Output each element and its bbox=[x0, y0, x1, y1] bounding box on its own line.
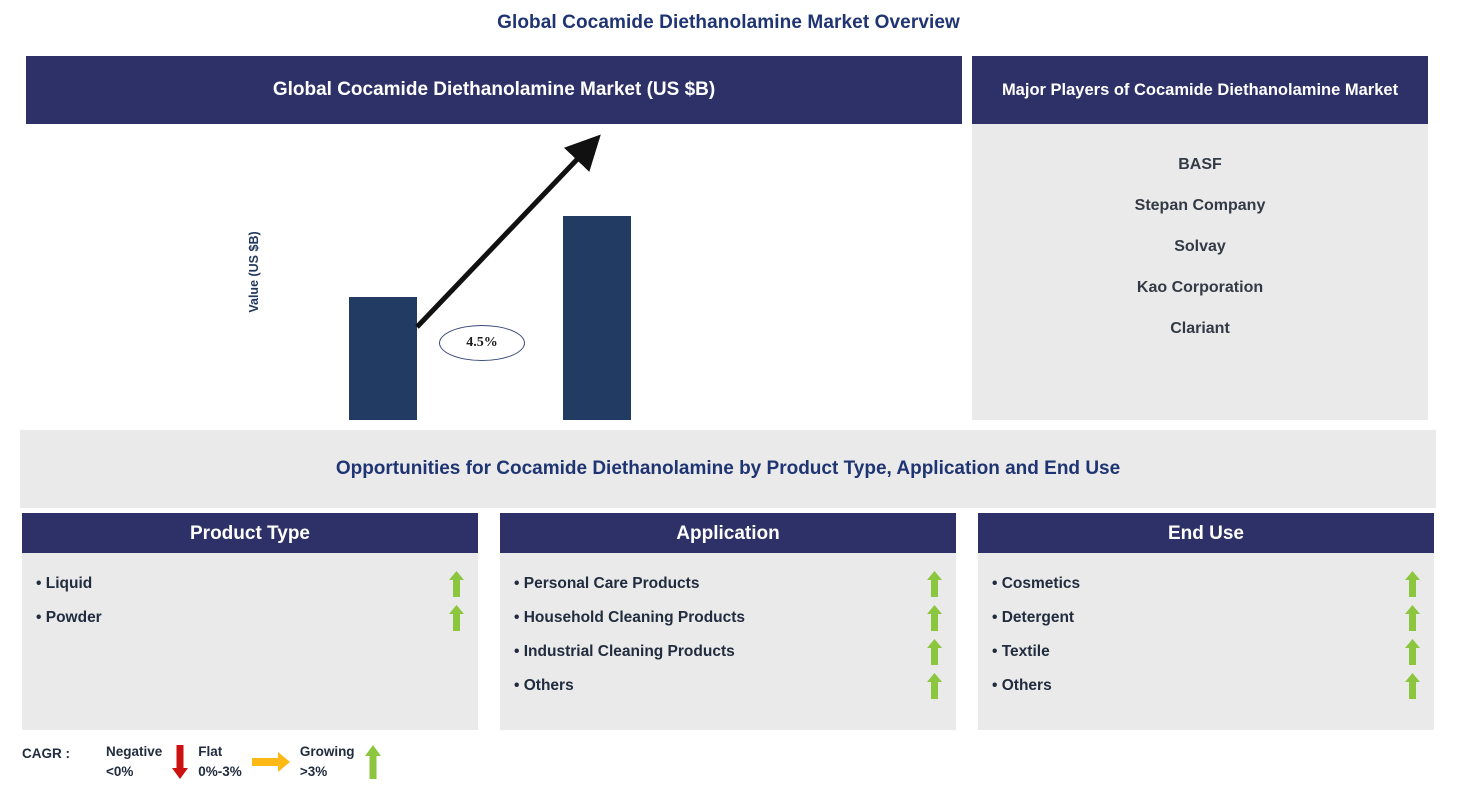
category-item-label: Others bbox=[514, 677, 574, 695]
list-item: Solvay bbox=[1174, 237, 1226, 255]
arrow-up-green-icon bbox=[926, 673, 942, 699]
legend-entry-growing: Growing >3% bbox=[300, 742, 391, 781]
page-title: Global Cocamide Diethanolamine Market Ov… bbox=[497, 12, 960, 33]
category-items-end-use: Cosmetics Detergent Textile Others bbox=[978, 553, 1434, 703]
legend-flat-label: Flat 0%-3% bbox=[198, 742, 242, 781]
cagr-bubble: 4.5% bbox=[439, 325, 525, 361]
cagr-legend-title: CAGR : bbox=[22, 746, 70, 761]
bar-2024 bbox=[349, 297, 417, 420]
opportunities-banner: Opportunities for Cocamide Diethanolamin… bbox=[20, 430, 1436, 508]
category-item-label: Textile bbox=[992, 643, 1050, 661]
arrow-up-green-icon bbox=[1404, 571, 1420, 597]
legend-flat-range: 0%-3% bbox=[198, 763, 242, 779]
list-item: Cosmetics bbox=[992, 567, 1420, 601]
list-item: Others bbox=[992, 669, 1420, 703]
category-column-end-use: End Use Cosmetics Detergent Textile Othe… bbox=[978, 513, 1434, 730]
category-item-label: Detergent bbox=[992, 609, 1074, 627]
cagr-value: 4.5% bbox=[466, 335, 498, 350]
arrow-up-green-icon bbox=[926, 571, 942, 597]
arrow-up-green-icon bbox=[1404, 673, 1420, 699]
market-chart-card: Global Cocamide Diethanolamine Market (U… bbox=[26, 56, 962, 478]
arrow-up-green-icon bbox=[926, 639, 942, 665]
category-item-label: Others bbox=[992, 677, 1052, 695]
category-header-application: Application bbox=[500, 515, 956, 553]
list-item: Kao Corporation bbox=[1136, 278, 1264, 296]
arrow-right-orange-icon bbox=[251, 744, 290, 780]
category-header-label: Product Type bbox=[190, 523, 310, 544]
category-column-product-type: Product Type Liquid Powder bbox=[22, 513, 478, 730]
list-item: Liquid bbox=[36, 567, 464, 601]
bar-chart: Value (US $B) 2024 2031 4.5% Source : Lu… bbox=[26, 124, 962, 478]
major-players-header-label: Major Players of Cocamide Diethanolamine… bbox=[1001, 80, 1399, 99]
major-players-card: Major Players of Cocamide Diethanolamine… bbox=[972, 56, 1428, 420]
list-item: Textile bbox=[992, 635, 1420, 669]
list-item: Industrial Cleaning Products bbox=[514, 635, 942, 669]
category-header-label: Application bbox=[676, 523, 780, 544]
legend-negative-range: <0% bbox=[106, 763, 134, 779]
chart-y-axis-label: Value (US $B) bbox=[247, 231, 261, 313]
arrow-up-green-icon bbox=[1404, 639, 1420, 665]
bar-2031 bbox=[563, 216, 631, 420]
arrow-down-red-icon bbox=[172, 744, 189, 780]
chart-card-header: Global Cocamide Diethanolamine Market (U… bbox=[26, 56, 962, 124]
list-item: Personal Care Products bbox=[514, 567, 942, 601]
legend-negative-label: Negative <0% bbox=[106, 742, 162, 781]
growth-arrow-icon bbox=[415, 134, 601, 329]
legend-growing-range: >3% bbox=[299, 763, 328, 779]
category-item-label: Industrial Cleaning Products bbox=[514, 643, 735, 661]
category-item-label: Personal Care Products bbox=[514, 575, 700, 593]
category-header-label: End Use bbox=[1167, 523, 1245, 544]
legend-flat-name: Flat bbox=[198, 744, 223, 759]
legend-growing-name: Growing bbox=[299, 744, 355, 759]
list-item: Household Cleaning Products bbox=[514, 601, 942, 635]
category-item-label: Household Cleaning Products bbox=[514, 609, 745, 627]
major-players-header: Major Players of Cocamide Diethanolamine… bbox=[972, 56, 1428, 124]
list-item: BASF bbox=[1178, 155, 1222, 173]
arrow-up-green-icon bbox=[448, 605, 464, 631]
arrow-up-green-icon bbox=[448, 571, 464, 597]
cagr-legend: CAGR : Negative <0% Flat 0%-3% Growing >… bbox=[22, 742, 391, 788]
category-item-label: Powder bbox=[36, 609, 102, 627]
category-header-product-type: Product Type bbox=[22, 515, 478, 553]
category-items-application: Personal Care Products Household Cleanin… bbox=[500, 553, 956, 703]
list-item: Detergent bbox=[992, 601, 1420, 635]
legend-entry-negative: Negative <0% bbox=[106, 742, 198, 781]
legend-entry-flat: Flat 0%-3% bbox=[198, 742, 300, 781]
arrow-up-green-icon bbox=[364, 744, 381, 780]
legend-growing-label: Growing >3% bbox=[300, 742, 355, 781]
list-item: Others bbox=[514, 669, 942, 703]
legend-negative-name: Negative bbox=[106, 744, 163, 759]
category-column-application: Application Personal Care Products House… bbox=[500, 513, 956, 730]
list-item: Powder bbox=[36, 601, 464, 635]
category-item-label: Cosmetics bbox=[992, 575, 1080, 593]
category-item-label: Liquid bbox=[36, 575, 93, 593]
major-players-list: BASF Stepan Company Solvay Kao Corporati… bbox=[972, 124, 1428, 349]
arrow-up-green-icon bbox=[1404, 605, 1420, 631]
category-header-end-use: End Use bbox=[978, 515, 1434, 553]
arrow-up-green-icon bbox=[926, 605, 942, 631]
category-items-product-type: Liquid Powder bbox=[22, 553, 478, 635]
list-item: Stepan Company bbox=[1134, 196, 1266, 214]
chart-card-header-label: Global Cocamide Diethanolamine Market (U… bbox=[272, 79, 716, 100]
opportunities-banner-label: Opportunities for Cocamide Diethanolamin… bbox=[335, 458, 1121, 479]
list-item: Clariant bbox=[1170, 319, 1230, 337]
